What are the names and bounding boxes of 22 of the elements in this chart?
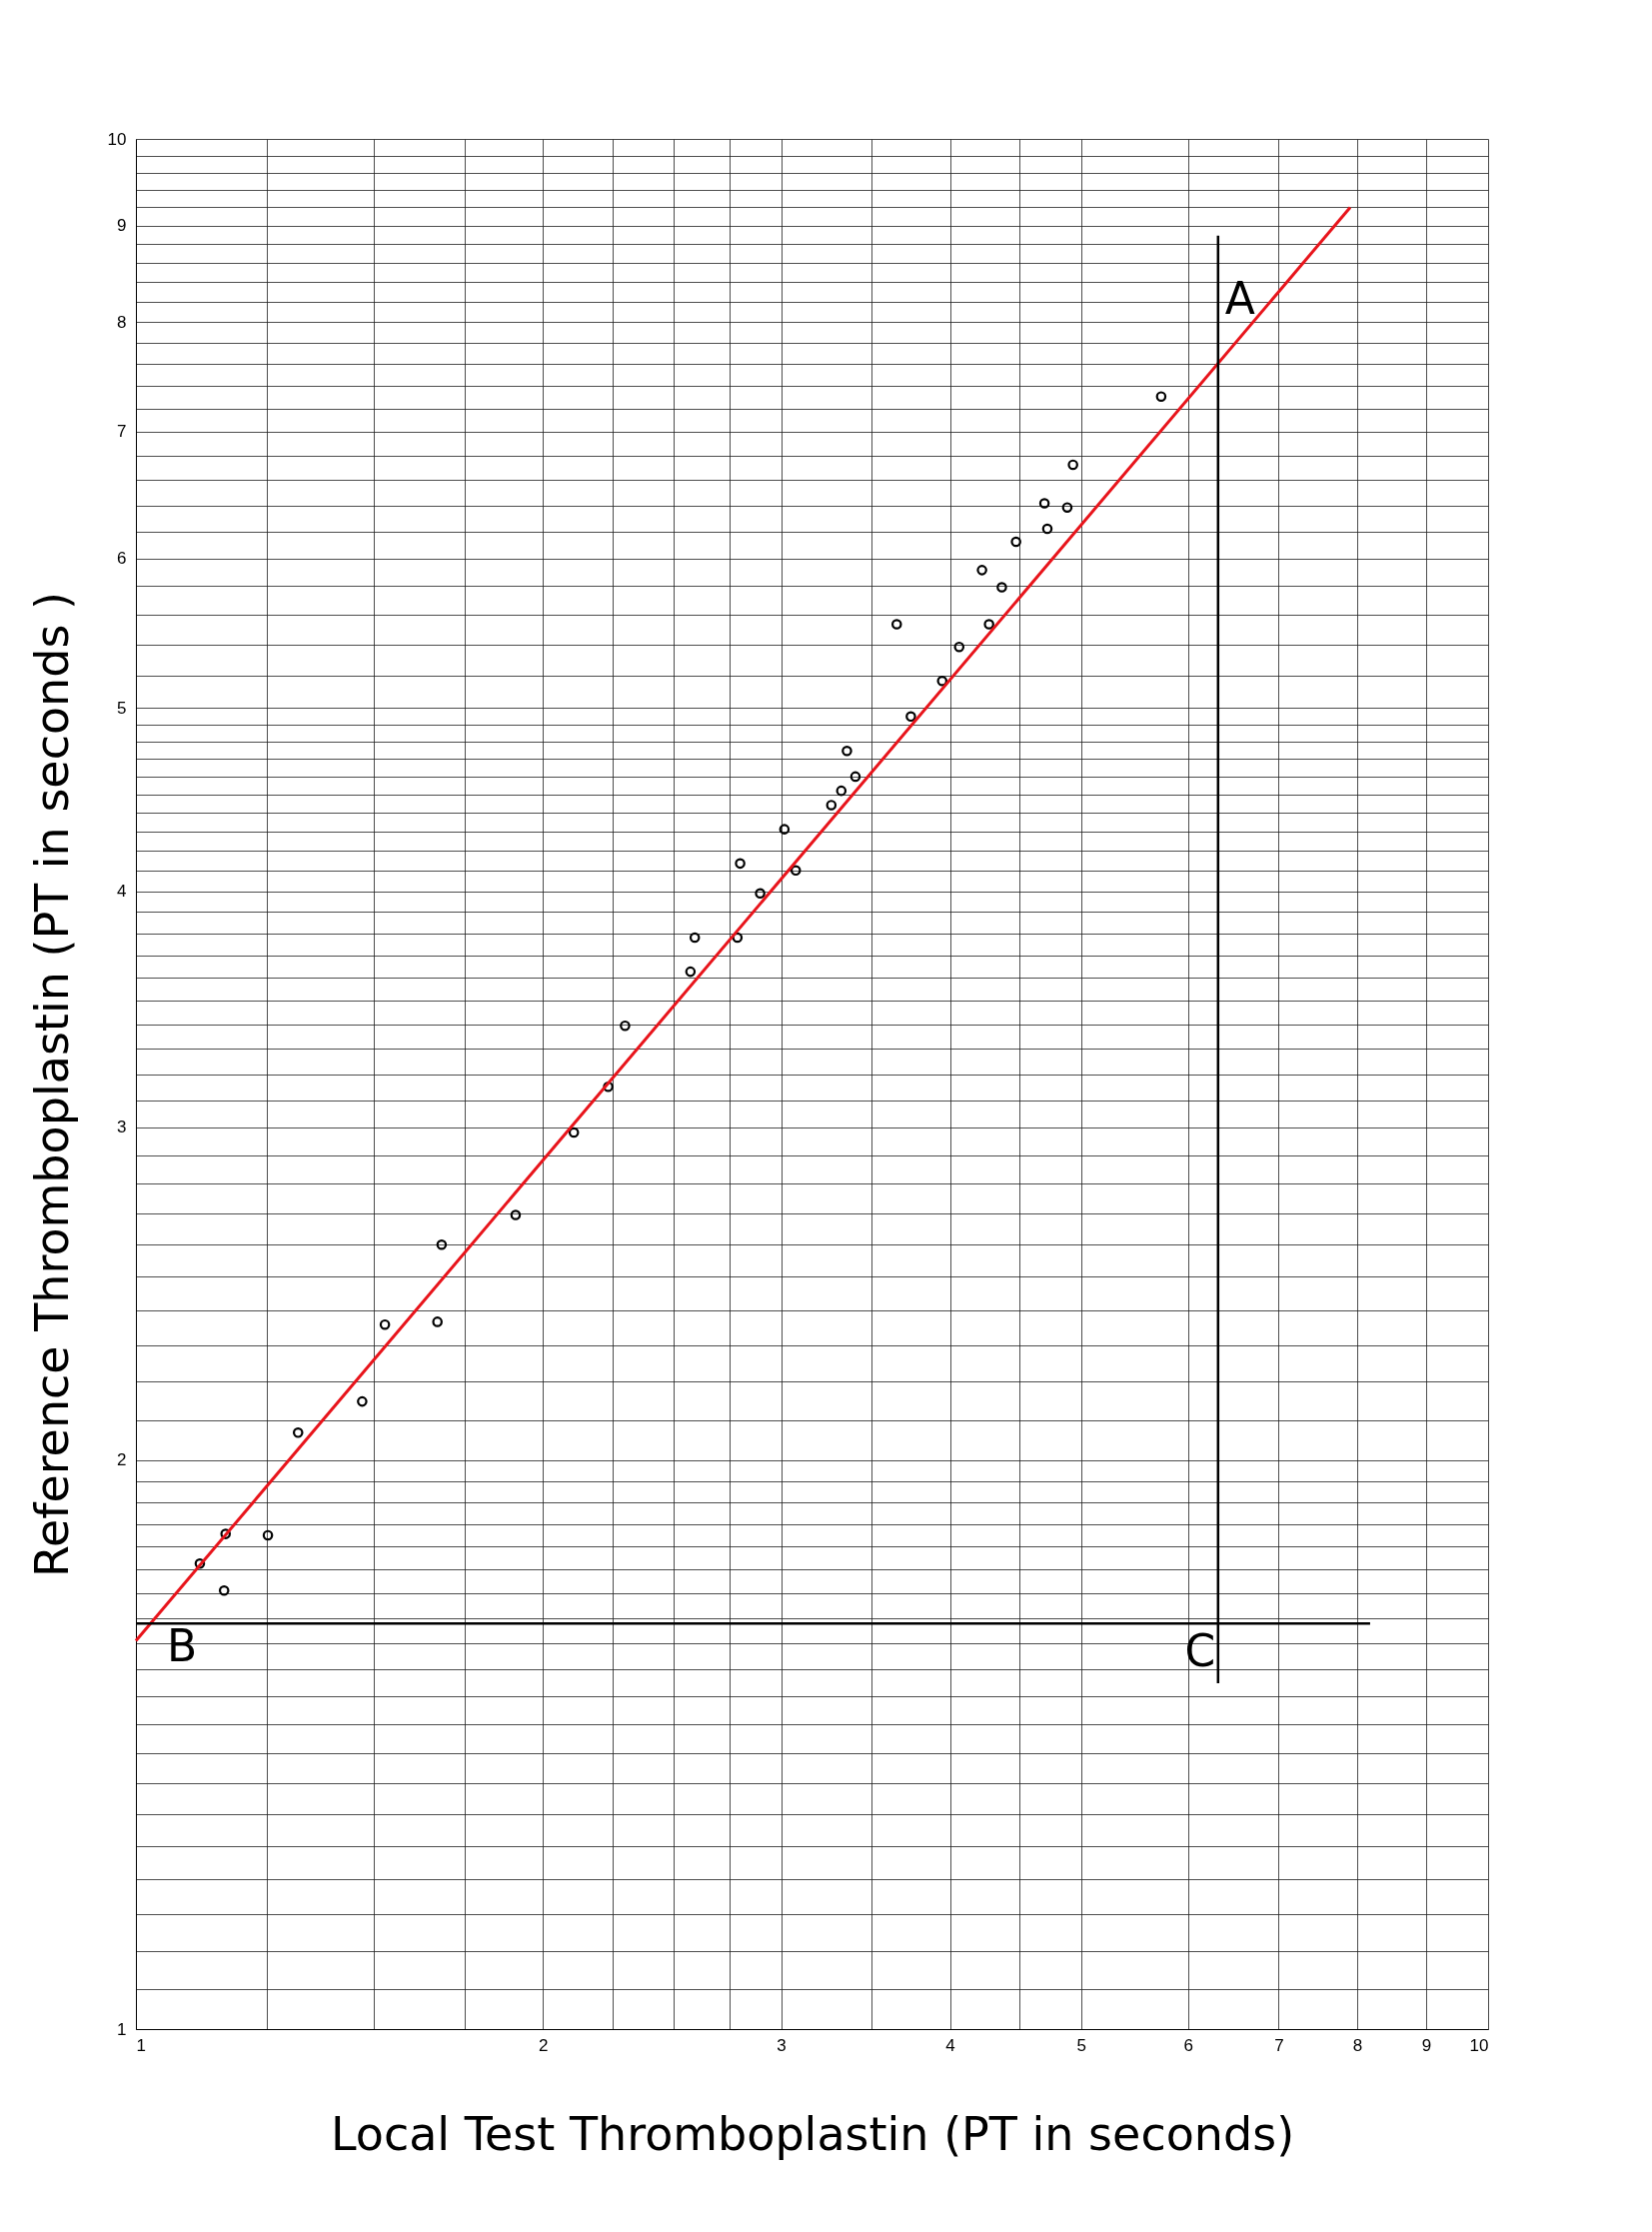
y-tick-label: 3 — [117, 1117, 127, 1137]
y-tick-label: 2 — [117, 1450, 127, 1470]
y-tick-label: 5 — [117, 698, 127, 718]
y-tick-label: 1 — [117, 2019, 127, 2039]
x-tick-label: 1 — [136, 2035, 146, 2055]
y-axis-title: Reference Thromboplastin (PT in seconds ) — [24, 592, 79, 1577]
x-tick-label: 3 — [777, 2035, 787, 2055]
x-tick-label: 7 — [1274, 2035, 1284, 2055]
y-tick-label: 6 — [117, 549, 127, 569]
y-tick-label: 8 — [117, 312, 127, 332]
x-axis-title: Local Test Thromboplastin (PT in seconds) — [330, 2106, 1295, 2161]
y-tick-label: 9 — [117, 216, 127, 236]
x-tick-label: 8 — [1352, 2035, 1363, 2055]
y-tick-label: 7 — [117, 422, 127, 442]
x-tick-label: 10 — [1469, 2035, 1489, 2055]
x-tick-label: 2 — [539, 2035, 549, 2055]
x-tick-label: 6 — [1183, 2035, 1194, 2055]
x-tick-label: 9 — [1421, 2035, 1432, 2055]
x-tick-label: 4 — [945, 2035, 955, 2055]
y-tick-label: 10 — [107, 129, 127, 149]
y-tick-label: 4 — [117, 882, 127, 901]
x-tick-label: 5 — [1076, 2035, 1086, 2055]
